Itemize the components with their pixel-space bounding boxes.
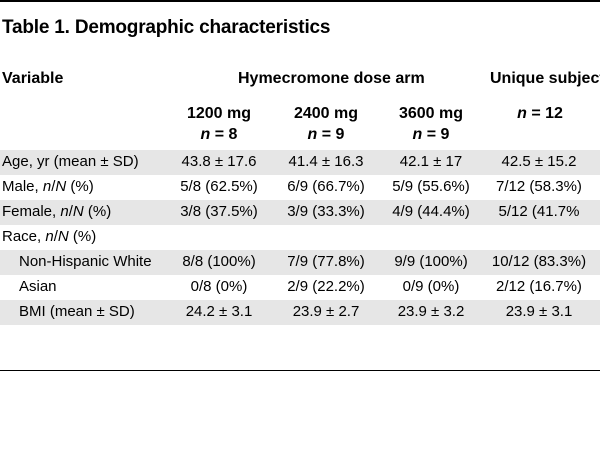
cell-unique: 7/12 (58.3%) — [496, 178, 582, 195]
dose-n: n = 12 — [517, 105, 563, 122]
cell-3600: 4/9 (44.4%) — [392, 203, 470, 220]
cell-1200: 8/8 (100%) — [182, 253, 256, 270]
header-unique-subjects: Unique subjects — [490, 70, 600, 87]
cell-1200: 5/8 (62.5%) — [180, 178, 258, 195]
cell-3600: 9/9 (100%) — [394, 253, 468, 270]
cell-2400: 41.4 ± 16.3 — [288, 153, 364, 170]
dose-header-3600: 3600 mg n = 9 — [388, 103, 474, 145]
row-label: Female, n/N (%) — [2, 203, 112, 220]
header-dose-arm: Hymecromone dose arm — [238, 70, 425, 87]
cell-2400: 23.9 ± 2.7 — [292, 303, 360, 320]
table-body: Age, yr (mean ± SD) 43.8 ± 17.6 41.4 ± 1… — [0, 150, 600, 325]
dose-n: n = 9 — [412, 126, 450, 143]
cell-3600: 0/9 (0%) — [402, 278, 460, 295]
row-label: Male, n/N (%) — [2, 178, 94, 195]
cell-unique: 10/12 (83.3%) — [491, 253, 587, 270]
table-title: Table 1. Demographic characteristics — [2, 17, 331, 38]
cell-unique: 5/12 (41.7% — [498, 203, 580, 220]
dose-n: n = 9 — [307, 126, 345, 143]
row-label: Asian — [19, 278, 57, 295]
table-row-female: Female, n/N (%) 3/8 (37.5%) 3/9 (33.3%) … — [0, 200, 600, 225]
cell-1200: 43.8 ± 17.6 — [181, 153, 257, 170]
cell-3600: 5/9 (55.6%) — [392, 178, 470, 195]
cell-1200: 3/8 (37.5%) — [180, 203, 258, 220]
cell-1200: 0/8 (0%) — [190, 278, 248, 295]
row-label: Race, n/N (%) — [2, 228, 97, 245]
table-row-asian: Asian 0/8 (0%) 2/9 (22.2%) 0/9 (0%) 2/12… — [0, 275, 600, 300]
row-label: BMI (mean ± SD) — [19, 303, 135, 320]
cell-unique: 42.5 ± 15.2 — [501, 153, 577, 170]
unique-subjects-n: n = 12 — [505, 103, 575, 124]
cell-3600: 23.9 ± 3.2 — [397, 303, 465, 320]
dose-label: 2400 mg — [293, 105, 359, 122]
dose-label: 1200 mg — [186, 105, 252, 122]
table-row-age: Age, yr (mean ± SD) 43.8 ± 17.6 41.4 ± 1… — [0, 150, 600, 175]
table-row-race: Race, n/N (%) — [0, 225, 600, 250]
cell-unique: 23.9 ± 3.1 — [505, 303, 573, 320]
cell-2400: 7/9 (77.8%) — [287, 253, 365, 270]
cell-3600: 42.1 ± 17 — [399, 153, 463, 170]
cell-2400: 6/9 (66.7%) — [287, 178, 365, 195]
cell-unique: 2/12 (16.7%) — [496, 278, 582, 295]
dose-header-2400: 2400 mg n = 9 — [283, 103, 369, 145]
table-row-male: Male, n/N (%) 5/8 (62.5%) 6/9 (66.7%) 5/… — [0, 175, 600, 200]
dose-header-1200: 1200 mg n = 8 — [176, 103, 262, 145]
dose-label: 3600 mg — [398, 105, 464, 122]
row-label: Age, yr (mean ± SD) — [2, 153, 139, 170]
header-variable: Variable — [2, 70, 64, 87]
dose-n: n = 8 — [200, 126, 238, 143]
row-label: Non-Hispanic White — [19, 253, 152, 270]
cell-2400: 2/9 (22.2%) — [287, 278, 365, 295]
table-row-bmi: BMI (mean ± SD) 24.2 ± 3.1 23.9 ± 2.7 23… — [0, 300, 600, 325]
top-rule — [0, 0, 600, 2]
table-row-white: Non-Hispanic White 8/8 (100%) 7/9 (77.8%… — [0, 250, 600, 275]
cell-2400: 3/9 (33.3%) — [287, 203, 365, 220]
cell-1200: 24.2 ± 3.1 — [185, 303, 253, 320]
bottom-rule — [0, 370, 600, 371]
